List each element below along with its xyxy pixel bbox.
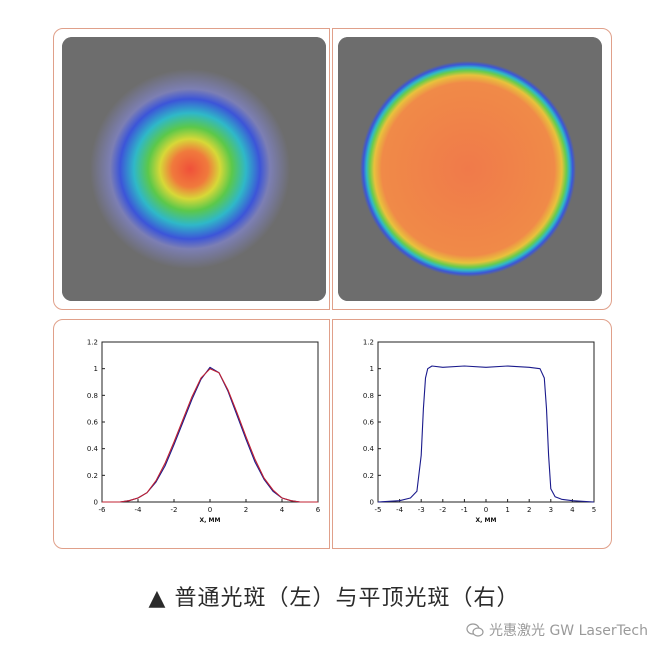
plot-area <box>377 341 595 503</box>
series-line-2 <box>102 368 318 503</box>
y-tick-label: 0.4 <box>87 445 99 453</box>
x-tick-label: 4 <box>280 506 285 514</box>
gaussian-profile-chart: 0 0.2 0.4 0.6 0.8 1 1.2 -6 -4 -2 0 2 4 6 X, MM <box>76 334 326 534</box>
y-tick-label: 0.2 <box>363 472 374 480</box>
y-tick-label: 1.2 <box>87 339 98 347</box>
x-tick-label: 3 <box>549 506 553 514</box>
x-tick-label: -4 <box>135 506 143 514</box>
y-tick-label: 0.8 <box>363 392 374 400</box>
x-tick-label: 6 <box>316 506 321 514</box>
x-tick-label: 2 <box>527 506 531 514</box>
plot-area <box>101 341 319 503</box>
flat-top-profile-svg: 0 0.2 0.4 0.6 0.8 1 1.2 -5 -4 -3 -2 -1 0 1 2 3 4 5 X, MM <box>363 339 596 525</box>
y-tick-label: 0.2 <box>87 472 98 480</box>
images-divider <box>329 28 333 310</box>
x-tick-label: 0 <box>208 506 212 514</box>
x-tick-label: -1 <box>461 506 468 514</box>
x-tick-label: 4 <box>570 506 575 514</box>
ordinary-beam-spot-image <box>62 37 326 301</box>
figure-caption: ▲ 普通光斑（左）与平顶光斑（右） <box>148 586 520 611</box>
x-tick-label: -6 <box>99 506 107 514</box>
flat-top-beam-spot-image <box>338 37 602 301</box>
x-tick-label: 1 <box>505 506 509 514</box>
x-tick-label: -2 <box>439 506 446 514</box>
y-tick-label: 0 <box>94 499 98 507</box>
y-tick-label: 0.8 <box>87 392 98 400</box>
wechat-icon <box>466 623 484 637</box>
x-tick-label: 5 <box>592 506 596 514</box>
charts-divider <box>329 319 333 549</box>
x-axis-label: X, MM <box>200 517 221 524</box>
y-tick-label: 0.6 <box>87 419 99 427</box>
watermark: 光惠激光 GW LaserTech <box>466 620 648 640</box>
series-line-1 <box>102 366 318 503</box>
y-tick-label: 1 <box>370 365 374 373</box>
x-tick-label: -2 <box>171 506 178 514</box>
y-tick-label: 0.6 <box>363 419 375 427</box>
x-tick-label: 0 <box>484 506 488 514</box>
x-tick-label: 2 <box>244 506 248 514</box>
watermark-text: 光惠激光 GW LaserTech <box>489 623 648 639</box>
y-tick-label: 0.4 <box>363 445 375 453</box>
x-tick-label: -5 <box>375 506 382 514</box>
x-tick-label: -4 <box>396 506 404 514</box>
y-tick-label: 0 <box>370 499 374 507</box>
gaussian-profile-svg: 0 0.2 0.4 0.6 0.8 1 1.2 -6 -4 -2 0 2 4 6 X, MM <box>87 339 321 525</box>
x-tick-label: -3 <box>418 506 425 514</box>
x-axis-label: X, MM <box>476 517 497 524</box>
flat-top-profile-chart: 0 0.2 0.4 0.6 0.8 1 1.2 -5 -4 -3 -2 -1 0 1 2 3 4 5 X, MM <box>352 334 602 534</box>
y-tick-label: 1.2 <box>363 339 374 347</box>
series-line-1 <box>377 365 595 503</box>
y-tick-label: 1 <box>94 365 98 373</box>
